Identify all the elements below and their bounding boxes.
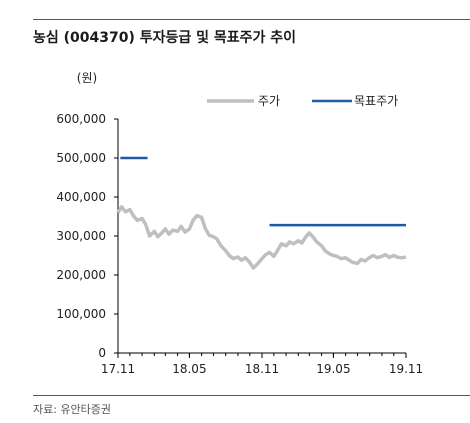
y-tick-label: 500,000 [56,151,106,165]
y-tick-label: 300,000 [56,229,106,243]
bottom-rule [33,395,470,396]
chart-title: 농심 (004370) 투자등급 및 목표주가 추이 [33,30,297,46]
source-note: 자료: 유안타증권 [33,403,112,416]
x-tick-label: 18.05 [172,362,206,376]
y-unit-label: (원) [77,71,97,85]
y-tick-label: 0 [98,346,106,360]
x-tick-label: 17.11 [101,362,135,376]
y-tick-label: 200,000 [56,268,106,282]
y-tick-label: 400,000 [56,190,106,204]
x-tick-label: 18.11 [245,362,279,376]
legend-label-target: 목표주가 [354,94,398,108]
legend-label-price: 주가 [258,94,280,108]
y-tick-label: 100,000 [56,307,106,321]
x-tick-label: 19.11 [389,362,423,376]
axes: 0 100,000 200,000 300,000 400,000 500,000 600,… [56,71,423,376]
y-tick-label: 600,000 [56,112,106,126]
x-tick-label: 19.05 [316,362,350,376]
legend: 주가 목표주가 [207,94,398,108]
series-layer [116,156,407,270]
price-line [116,205,407,270]
top-rule [33,19,470,20]
